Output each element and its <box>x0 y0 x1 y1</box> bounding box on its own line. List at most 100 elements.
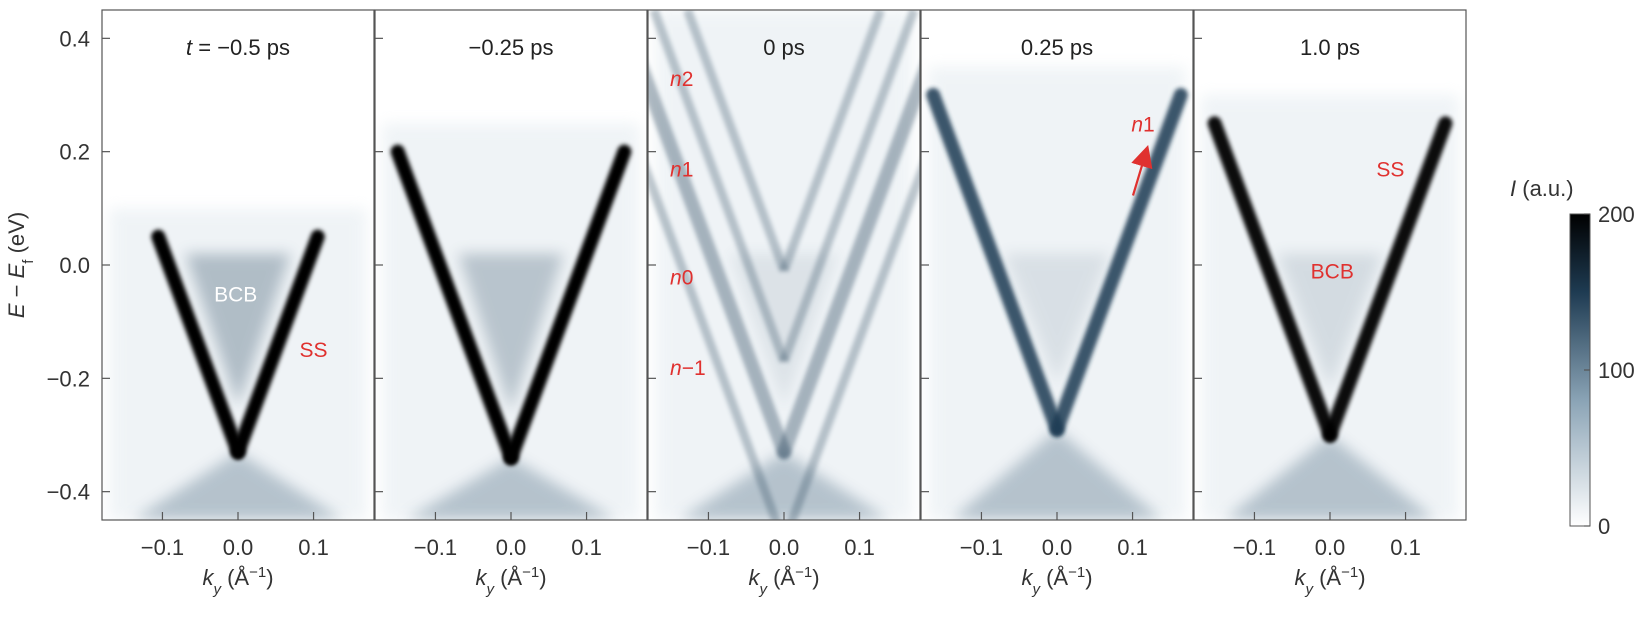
replica-band <box>683 10 789 273</box>
replica-label: n0 <box>670 266 693 289</box>
conduction-band-fill <box>185 253 291 407</box>
text-part: − <box>4 278 29 303</box>
surface-state-right <box>777 64 920 459</box>
text-part: ) <box>1085 565 1092 590</box>
panel-image <box>109 208 367 520</box>
replica-band <box>779 10 919 363</box>
panel-title: 1.0 ps <box>1300 35 1360 60</box>
y-tick-label: 0.2 <box>59 140 90 165</box>
panel-title: 0.25 ps <box>1021 35 1093 60</box>
text-part: y <box>1304 581 1314 598</box>
text-part: ) <box>266 565 273 590</box>
text-part: −1 <box>682 357 706 380</box>
replica-band <box>649 10 789 363</box>
replica-band <box>787 162 920 520</box>
text-part: (Å <box>221 565 249 590</box>
text-part: ) <box>539 565 546 590</box>
x-tick-label: 0.1 <box>1117 535 1148 560</box>
red-arrow <box>1131 144 1153 196</box>
colorbar-tick-label: 0 <box>1598 514 1610 539</box>
x-axis-title: ky (Å−1) <box>748 564 819 598</box>
text-part: (Å <box>1313 565 1341 590</box>
conduction-band-fill <box>458 253 564 413</box>
replica-label: n2 <box>670 68 693 91</box>
text-part: y <box>1031 581 1041 598</box>
text-part: −1 <box>522 564 539 581</box>
text-part: (Å <box>1040 565 1068 590</box>
x-tick-label: 0.1 <box>844 535 875 560</box>
y-tick-label: −0.2 <box>47 366 90 391</box>
text-part: E <box>4 263 29 278</box>
x-tick-label: 0.1 <box>571 535 602 560</box>
x-axis-title: ky (Å−1) <box>202 564 273 598</box>
text-part: E <box>4 303 29 318</box>
text-part: t <box>186 35 193 60</box>
text-part: 2 <box>682 68 694 91</box>
surface-state-left <box>926 88 1064 437</box>
surface-state-left <box>1207 116 1337 442</box>
panel-image <box>382 123 640 520</box>
replica-band <box>779 10 885 273</box>
text-part: ) <box>1358 565 1365 590</box>
surface-state-right <box>504 144 632 465</box>
text-part: n <box>670 357 682 380</box>
text-part: −0.25 ps <box>468 35 553 60</box>
shared-axes: 0.4 0.2 0.0 −0.2 −0.4 E − Ef (eV) <box>4 26 90 504</box>
text-part: 1 <box>1143 114 1155 137</box>
conduction-band-fill <box>1004 253 1110 384</box>
colorbar: I (a.u.) 0 100 200 <box>1510 176 1635 539</box>
x-tick-label: −0.1 <box>960 535 1003 560</box>
panel-image <box>926 66 1188 520</box>
valence-cone <box>405 457 617 520</box>
annotation-ss: SS <box>300 339 328 362</box>
panel-title: −0.25 ps <box>468 35 553 60</box>
panel-image <box>1201 95 1459 520</box>
text-part: y <box>212 581 222 598</box>
x-tick-label: 0.1 <box>298 535 329 560</box>
text-part: k <box>1294 565 1306 590</box>
annotation-ss: SS <box>1376 159 1404 182</box>
surface-state-right <box>231 229 325 459</box>
panel-5: −0.1 0.0 0.1 ky (Å−1) 1.0 ps SS BCB <box>1193 9 1467 598</box>
x-tick-label: −0.1 <box>687 535 730 560</box>
y-tick-label: 0.4 <box>59 26 90 51</box>
text-part: y <box>758 581 768 598</box>
valence-cone <box>132 452 344 520</box>
colorbar-tick-label: 200 <box>1598 202 1635 227</box>
text-part: (Å <box>767 565 795 590</box>
text-part: −1 <box>795 564 812 581</box>
replica-label: n−1 <box>670 357 706 380</box>
panel-title: t = −0.5 ps <box>186 35 290 60</box>
text-part: n <box>670 68 682 91</box>
x-tick-label: −0.1 <box>414 535 457 560</box>
text-part: f <box>20 259 37 264</box>
text-part: I <box>1510 176 1516 201</box>
panel-4: −0.1 0.0 0.1 ky (Å−1) 0.25 ps n1 <box>920 9 1194 598</box>
panel-2: −0.1 0.0 0.1 ky (Å−1) −0.25 ps <box>374 9 648 598</box>
annotation-bcb: BCB <box>214 283 257 306</box>
text-part: 0.25 ps <box>1021 35 1093 60</box>
text-part: 0 <box>682 266 694 289</box>
text-part: 1.0 ps <box>1300 35 1360 60</box>
valence-cone <box>678 452 890 520</box>
text-part: y <box>485 581 495 598</box>
x-tick-label: −0.1 <box>1233 535 1276 560</box>
colorbar-tick-label: 100 <box>1598 358 1635 383</box>
text-part: k <box>475 565 487 590</box>
text-part: = −0.5 ps <box>192 35 290 60</box>
valence-cone <box>1224 435 1436 520</box>
surface-state-left <box>648 64 791 459</box>
text-part: n <box>670 159 682 182</box>
x-axis-title: ky (Å−1) <box>475 564 546 598</box>
panel-image <box>648 10 920 520</box>
y-tick-label: 0.0 <box>59 253 90 278</box>
text-part: k <box>1021 565 1033 590</box>
text-part: −1 <box>1068 564 1085 581</box>
text-part: n <box>1131 114 1143 137</box>
text-part: (Å <box>494 565 522 590</box>
text-part: 1 <box>682 159 694 182</box>
colorbar-title: I (a.u.) <box>1510 176 1574 201</box>
